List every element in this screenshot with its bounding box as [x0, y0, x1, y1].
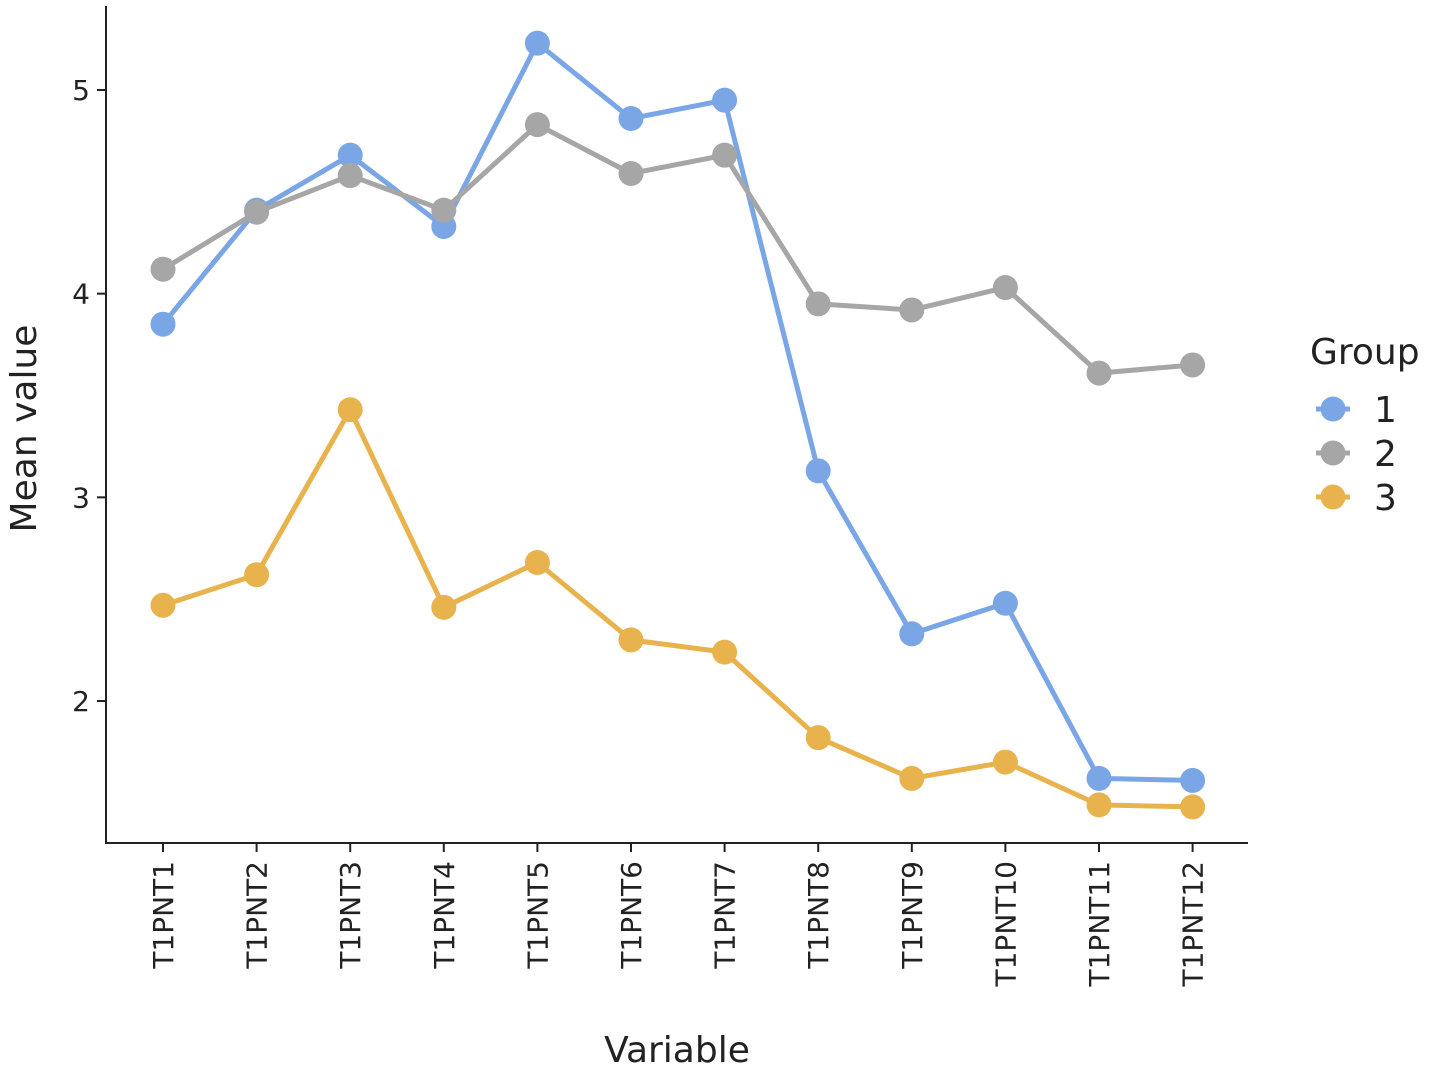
data-point — [992, 275, 1018, 301]
data-point — [899, 297, 925, 323]
data-point — [712, 87, 738, 113]
legend-item: 3 — [1316, 478, 1397, 519]
data-point — [712, 142, 738, 168]
legend-key-point — [1320, 484, 1346, 510]
data-point — [805, 458, 831, 484]
x-tick-label: T1PNT7 — [709, 861, 742, 970]
data-point — [899, 621, 925, 647]
x-tick-label: T1PNT6 — [615, 861, 648, 970]
data-point — [618, 627, 644, 653]
legend-label: 1 — [1374, 390, 1397, 431]
legend-title: Group — [1310, 332, 1420, 373]
y-axis-title: Mean value — [4, 325, 45, 533]
data-point — [618, 161, 644, 187]
data-point — [524, 30, 550, 56]
legend: Group 123 — [1310, 332, 1420, 519]
data-point — [712, 639, 738, 665]
series-points-2 — [150, 112, 1206, 386]
x-tick-label: T1PNT5 — [521, 861, 554, 970]
data-point — [992, 749, 1018, 775]
data-point — [337, 163, 363, 189]
legend-label: 3 — [1374, 478, 1397, 519]
data-point — [150, 311, 176, 337]
legend-items: 123 — [1316, 390, 1397, 519]
series-line — [160, 407, 1196, 810]
data-point — [337, 142, 363, 168]
series-line — [160, 40, 1196, 783]
data-point — [431, 594, 457, 620]
y-tick-label: 4 — [72, 278, 90, 311]
x-tick-label: T1PNT9 — [896, 861, 929, 970]
x-tick-label: T1PNT10 — [989, 861, 1022, 987]
x-tick-label: T1PNT11 — [1083, 861, 1116, 987]
series-line — [160, 122, 1196, 376]
series-2 — [160, 122, 1196, 376]
data-point — [524, 550, 550, 576]
legend-key-point — [1320, 396, 1346, 422]
data-point — [1086, 360, 1112, 386]
data-point — [1180, 794, 1206, 820]
data-point — [618, 106, 644, 132]
x-tick-label: T1PNT2 — [241, 861, 274, 970]
x-tick-label: T1PNT8 — [802, 861, 835, 970]
data-point — [1180, 767, 1206, 793]
legend-item: 2 — [1316, 434, 1397, 475]
legend-item: 1 — [1316, 390, 1397, 431]
data-point — [1086, 792, 1112, 818]
data-point — [805, 725, 831, 751]
data-point — [524, 112, 550, 138]
data-point — [805, 291, 831, 317]
axes-layer — [105, 6, 1248, 844]
legend-label: 2 — [1374, 434, 1397, 475]
data-point — [1180, 352, 1206, 378]
y-tick-label: 3 — [72, 481, 90, 514]
series-points-3 — [150, 397, 1206, 820]
x-tick-label: T1PNT1 — [147, 861, 180, 970]
series-1 — [160, 40, 1196, 783]
x-tick-label: T1PNT12 — [1177, 861, 1210, 987]
series-points-1 — [150, 30, 1206, 793]
x-ticks: T1PNT1 T1PNT2 T1PNT3 T1PNT4 T1PNT5 T1PNT6 T1PN… — [147, 843, 1210, 987]
series-layer — [150, 30, 1206, 820]
data-point — [150, 592, 176, 618]
data-point — [431, 197, 457, 223]
data-point — [992, 590, 1018, 616]
data-point — [244, 199, 270, 225]
x-tick-label: T1PNT3 — [334, 861, 367, 970]
data-point — [1086, 765, 1112, 791]
data-point — [337, 397, 363, 423]
legend-key-point — [1320, 440, 1346, 466]
y-tick-label: 5 — [72, 74, 90, 107]
data-point — [244, 562, 270, 588]
series-3 — [160, 407, 1196, 810]
x-tick-label: T1PNT4 — [428, 861, 461, 970]
y-ticks: 2 3 4 5 — [72, 74, 106, 718]
x-axis-title: Variable — [604, 1030, 750, 1070]
y-tick-label: 2 — [72, 685, 90, 718]
data-point — [899, 765, 925, 791]
data-point — [150, 256, 176, 282]
